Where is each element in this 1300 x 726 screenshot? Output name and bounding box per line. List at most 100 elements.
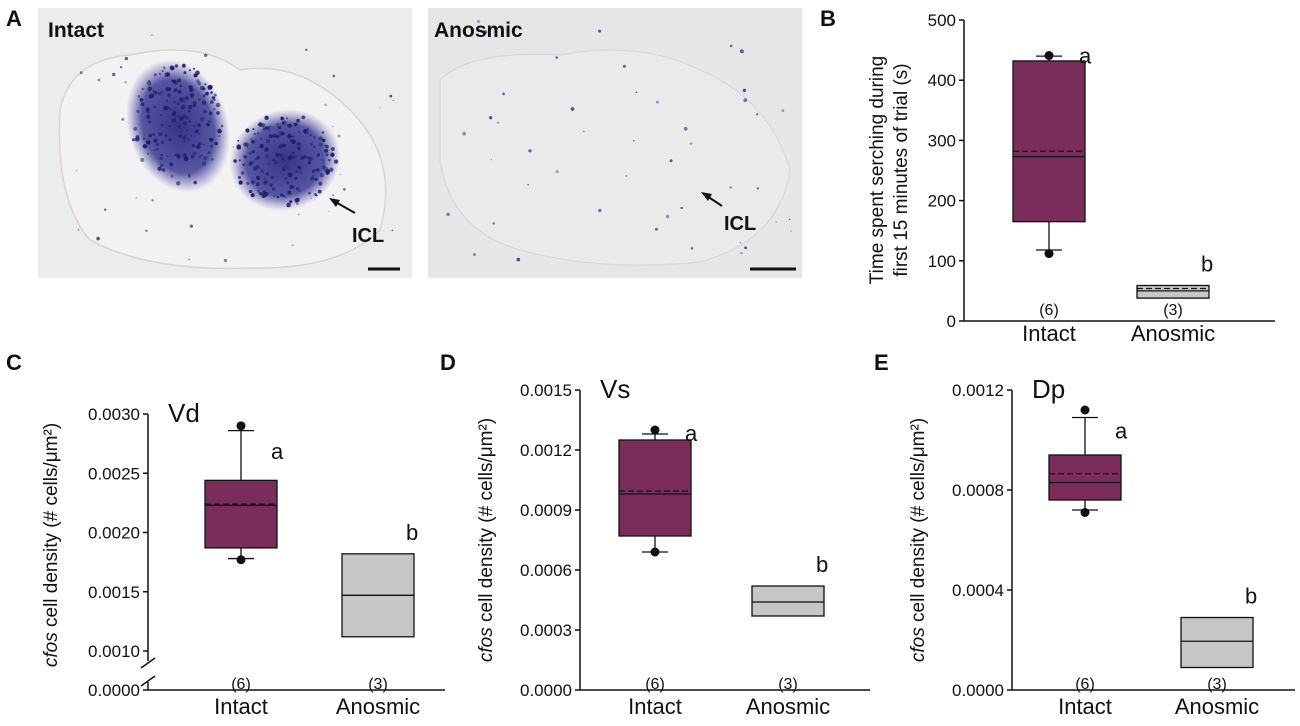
stain-speck [134,136,140,142]
chart-b-y-axis-label: Time spent serching during [867,56,888,284]
stain-speck [190,154,195,159]
stain-speck [133,126,138,131]
stain-speck [296,202,299,205]
stain-speck [200,154,203,157]
chart-d-y-tick-label: 0.0006 [520,561,572,580]
stain-speck [153,149,156,152]
stain-speck [172,112,176,116]
stain-speck [184,135,187,137]
chart-e-y-tick-label: 0.0012 [952,381,1004,400]
stain-speck [251,160,254,163]
chart-e-y-axis-label-text: cell density (# cells/μm²) [908,418,929,627]
stain-speck [155,143,157,145]
stain-speck [220,124,224,128]
stain-speck [739,49,744,54]
stain-speck [160,90,163,93]
stain-speck [242,163,245,166]
stain-speck [332,194,334,197]
stain-speck [304,178,306,181]
stain-speck [472,253,476,257]
chart-c-y-tick-label: 0.0025 [88,464,140,483]
stain-speck [256,175,261,180]
stain-speck [159,163,164,168]
stain-speck [168,138,172,141]
stain-speck [314,169,317,171]
chart-e-intact-category-label: Intact [1058,694,1112,719]
stain-speck [124,81,127,84]
stain-speck [183,153,187,157]
stain-speck [325,153,329,157]
stain-speck [293,122,298,127]
stain-speck [264,126,268,130]
stain-speck [285,164,288,167]
panel-label-c: C [6,350,22,375]
stain-speck [188,104,193,110]
chart-e-anosmic-n-label: (3) [1207,676,1227,693]
stain-speck [192,101,197,105]
stain-speck [176,154,181,159]
stain-speck [391,229,394,232]
stain-speck [145,229,148,233]
stain-speck [310,176,315,181]
stain-speck [280,131,285,136]
stain-speck [210,100,214,104]
stain-speck [237,139,240,142]
stain-speck [152,89,155,92]
chart-d-intact-outlier-point [650,425,660,435]
stain-speck [194,129,199,134]
stain-speck [169,162,174,167]
stain-speck [279,193,283,197]
stain-speck [263,177,267,181]
stain-speck [209,111,213,115]
stain-speck [156,143,160,146]
stain-speck [211,96,216,100]
stain-speck [207,85,213,90]
stain-speck [79,71,83,75]
stain-speck [256,189,260,193]
stain-speck [157,166,162,171]
stain-speck [690,142,693,145]
stain-speck [197,123,201,127]
stain-speck [202,94,206,98]
chart-b-y-tick-label: 0 [947,312,956,331]
stain-speck [169,108,172,111]
stain-speck [266,117,269,120]
stain-speck [669,159,673,163]
stain-speck [185,116,189,120]
stain-speck [183,71,187,75]
stain-speck [97,78,101,82]
stain-speck [199,85,205,91]
chart-d-anosmic-box [751,585,825,617]
stain-speck [775,221,777,223]
stain-speck [273,160,278,165]
stain-speck [77,228,80,231]
chart-e-dp-density: 0.0000 0.0004 0.0008 0.0012 cfos cell densit… [908,374,1295,719]
stain-speck [190,135,193,137]
stain-speck [314,178,318,181]
stain-speck [287,190,292,195]
stain-speck [313,136,316,139]
stain-speck [292,151,295,154]
stain-specks-anosmic [446,19,792,262]
stain-speck [183,156,189,162]
stain-speck [203,156,208,161]
stain-speck [206,122,210,127]
stain-speck [330,152,335,157]
stain-speck [233,159,237,163]
stain-speck [174,64,179,68]
stain-speck [272,133,277,138]
stain-speck [323,162,325,164]
stain-speck [171,118,176,123]
stain-speck [251,139,255,144]
stain-speck [248,151,253,155]
stain-speck [259,143,264,149]
stain-speck [598,29,602,33]
stain-speck [729,44,733,48]
stain-speck [193,124,197,128]
stain-speck [278,153,283,158]
stain-speck [309,134,312,137]
stain-speck [321,131,325,134]
stain-speck [153,73,157,77]
chart-b-y-axis-label: first 15 minutes of trial (s) [891,63,912,276]
stain-speck [151,199,154,202]
